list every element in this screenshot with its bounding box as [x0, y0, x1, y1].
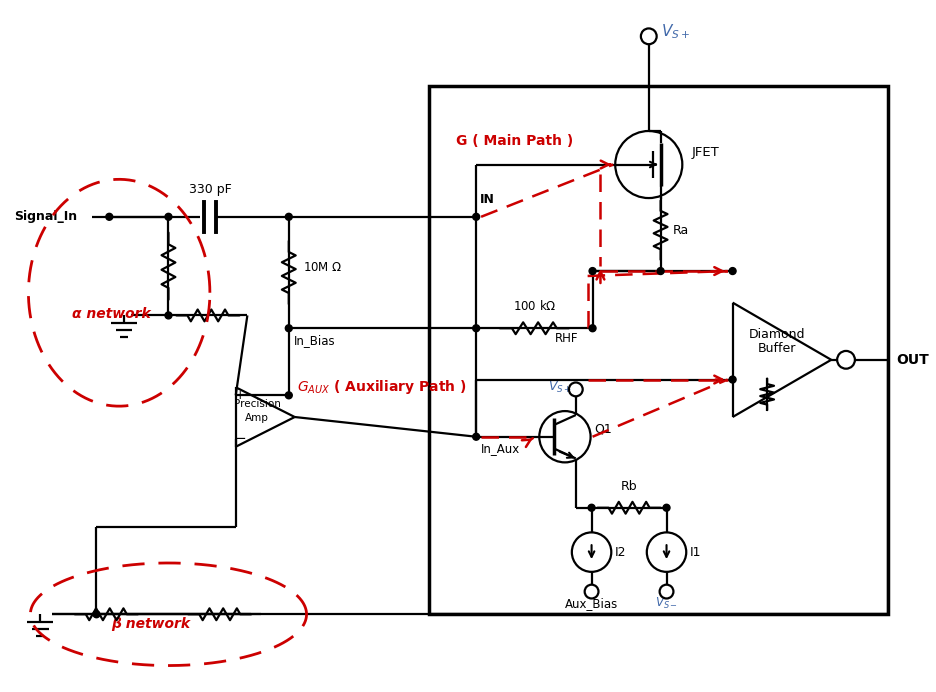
Circle shape: [165, 312, 172, 319]
Circle shape: [165, 213, 172, 220]
Text: 100 k$\Omega$: 100 k$\Omega$: [513, 300, 556, 313]
Text: OUT: OUT: [897, 353, 929, 367]
Text: I2: I2: [615, 545, 627, 558]
Text: Amp: Amp: [245, 413, 270, 423]
Text: $V_{S+}$: $V_{S+}$: [661, 22, 690, 41]
Circle shape: [729, 376, 736, 383]
Circle shape: [588, 504, 595, 511]
Text: Aux_Bias: Aux_Bias: [565, 597, 618, 610]
Text: JFET: JFET: [691, 146, 719, 159]
Circle shape: [663, 504, 670, 511]
Text: +: +: [234, 389, 245, 402]
Text: α network: α network: [72, 307, 151, 321]
Text: I1: I1: [690, 545, 702, 558]
Circle shape: [729, 268, 736, 275]
Circle shape: [657, 268, 664, 275]
Text: $G_{AUX}$ ( Auxiliary Path ): $G_{AUX}$ ( Auxiliary Path ): [297, 379, 466, 397]
Text: $V_{S+}$: $V_{S+}$: [548, 380, 572, 395]
Circle shape: [285, 325, 292, 331]
Text: −: −: [233, 431, 246, 446]
Text: Rb: Rb: [621, 480, 637, 493]
Circle shape: [93, 611, 100, 618]
Text: 330 pF: 330 pF: [188, 183, 231, 196]
Text: IN: IN: [480, 193, 495, 206]
Circle shape: [106, 213, 112, 220]
Text: β network: β network: [111, 617, 190, 631]
Circle shape: [473, 213, 479, 220]
Text: G ( Main Path ): G ( Main Path ): [457, 134, 574, 148]
Text: Diamond: Diamond: [749, 328, 805, 341]
Text: Ra: Ra: [672, 224, 689, 237]
Text: RHF: RHF: [555, 332, 578, 345]
Circle shape: [589, 325, 596, 331]
Circle shape: [473, 325, 479, 331]
Circle shape: [473, 433, 479, 440]
Circle shape: [589, 268, 596, 275]
Text: $V_{S-}$: $V_{S-}$: [655, 597, 678, 612]
Text: Signal_In: Signal_In: [15, 210, 78, 224]
Circle shape: [285, 392, 292, 399]
Circle shape: [285, 213, 292, 220]
Text: In_Bias: In_Bias: [294, 334, 335, 347]
Text: Buffer: Buffer: [758, 342, 797, 355]
Text: 10M $\Omega$: 10M $\Omega$: [302, 261, 342, 274]
Text: Precision: Precision: [234, 399, 281, 409]
Text: Q1: Q1: [594, 422, 612, 435]
Text: In_Aux: In_Aux: [481, 442, 520, 455]
